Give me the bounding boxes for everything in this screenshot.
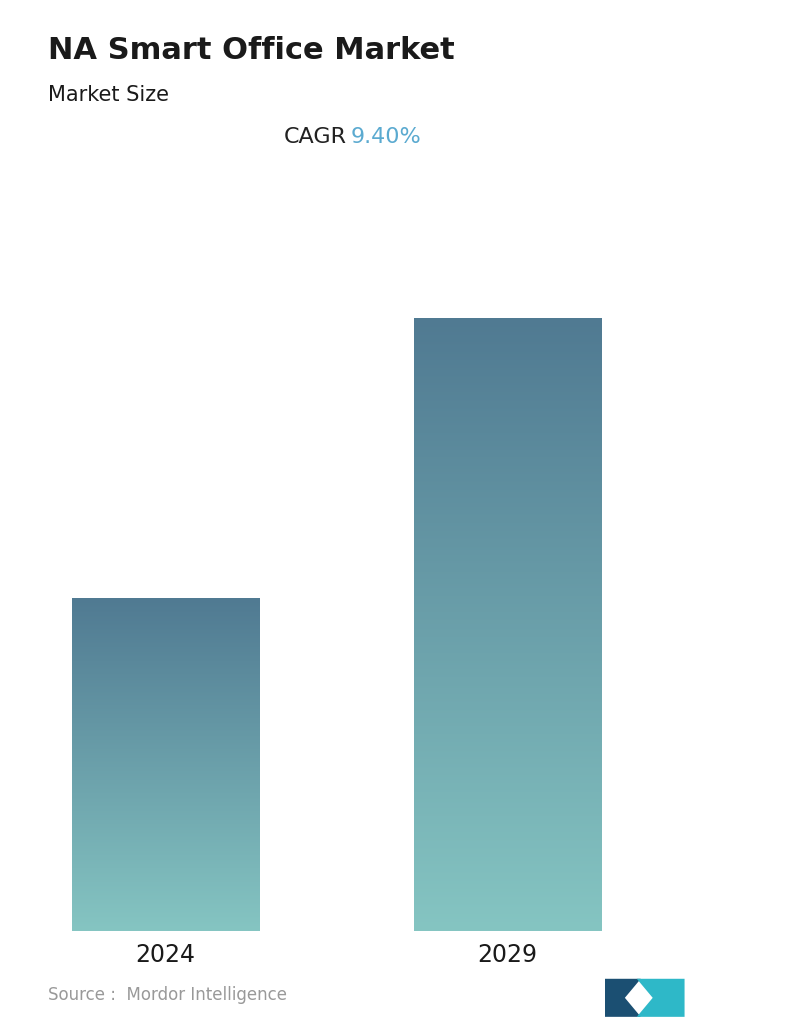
- Text: CAGR: CAGR: [283, 127, 346, 147]
- Text: Market Size: Market Size: [48, 85, 169, 104]
- Text: NA Smart Office Market: NA Smart Office Market: [48, 36, 455, 65]
- Polygon shape: [605, 979, 641, 1016]
- Text: 2029: 2029: [478, 943, 537, 967]
- Text: 9.40%: 9.40%: [350, 127, 421, 147]
- Polygon shape: [637, 979, 685, 1016]
- Text: 2024: 2024: [135, 943, 195, 967]
- Text: Source :  Mordor Intelligence: Source : Mordor Intelligence: [48, 986, 287, 1004]
